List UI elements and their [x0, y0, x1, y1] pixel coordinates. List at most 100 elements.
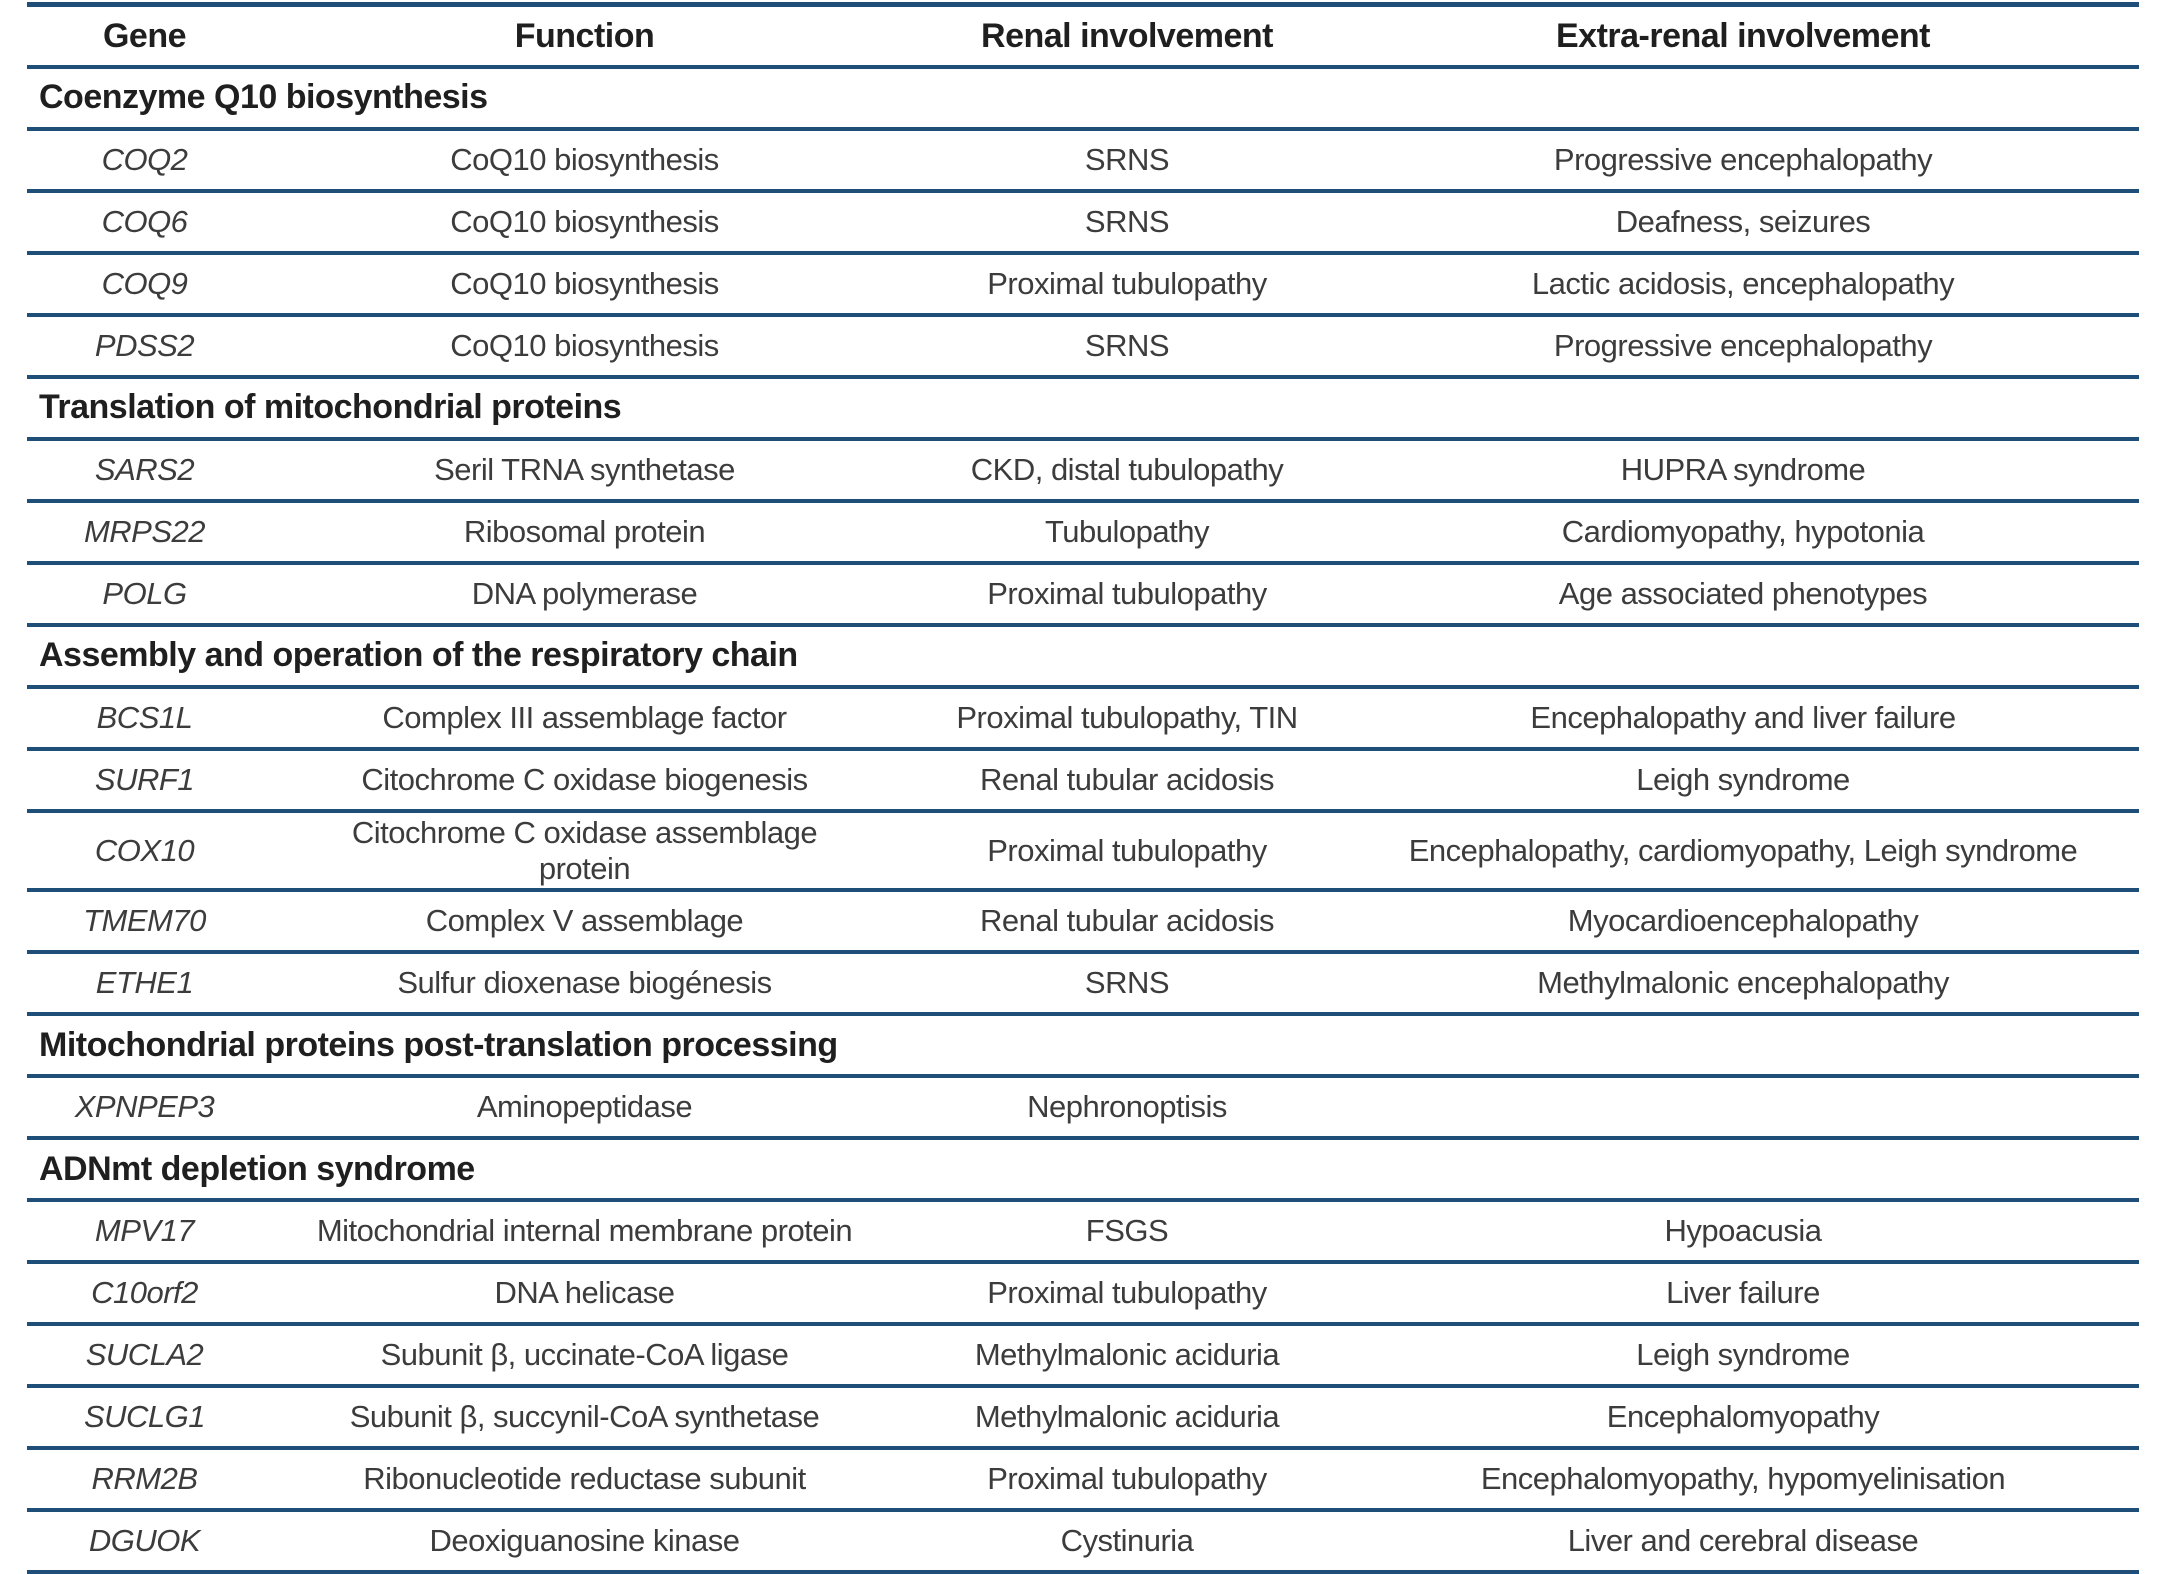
- function-cell: Aminopeptidase: [476, 1089, 693, 1125]
- function-cell: Ribonucleotide reductase subunit: [363, 1461, 806, 1497]
- table-row: XPNPEP3 Aminopeptidase Nephronoptisis: [27, 1076, 2139, 1139]
- renal-involvement-cell: SRNS: [1084, 328, 1170, 364]
- extra-renal-involvement-cell: [1347, 1076, 2139, 1138]
- section-row: Coenzyme Q10 biosynthesis: [27, 67, 2139, 129]
- extra-renal-involvement-cell: Cardiomyopathy, hypotonia: [1561, 514, 1925, 550]
- gene-cell: PDSS2: [94, 328, 195, 364]
- renal-involvement-cell: Proximal tubulopathy: [987, 832, 1267, 868]
- section-row: ADNmt depletion syndrome: [27, 1138, 2139, 1201]
- renal-involvement-cell: Proximal tubulopathy, TIN: [956, 700, 1298, 736]
- column-header-renal-involvement: Renal involvement: [981, 16, 1273, 55]
- gene-function-table: Gene Function Renal involvement Extra-re…: [27, 2, 2139, 1574]
- gene-cell: COQ2: [101, 142, 188, 178]
- renal-involvement-cell: SRNS: [1084, 965, 1170, 1001]
- column-header-extra-renal-involvement: Extra-renal involvement: [1556, 16, 1930, 55]
- function-cell: Citochrome C oxidase assemblage protein: [351, 815, 818, 886]
- function-cell: Complex III assemblage factor: [382, 700, 787, 736]
- section-title: Coenzyme Q10 biosynthesis: [39, 78, 488, 117]
- extra-renal-involvement-cell: Progressive encephalopathy: [1553, 328, 1933, 364]
- extra-renal-involvement-cell: Encephalomyopathy: [1606, 1399, 1880, 1435]
- table-row: COQ6 CoQ10 biosynthesis SRNS Deafness, seiz…: [27, 191, 2139, 253]
- table-row: COQ2 CoQ10 biosynthesis SRNS Progressive en…: [27, 129, 2139, 191]
- renal-involvement-cell: Proximal tubulopathy: [987, 266, 1267, 302]
- renal-involvement-cell: Renal tubular acidosis: [979, 903, 1275, 939]
- extra-renal-involvement-cell: Leigh syndrome: [1636, 1337, 1850, 1373]
- table-row: MRPS22 Ribosomal protein Tubulopathy Cardio…: [27, 501, 2139, 563]
- table-row: SUCLA2 Subunit β, uccinate-CoA ligase Meth…: [27, 1324, 2139, 1387]
- table-row: SURF1 Citochrome C oxidase biogenesis Rena…: [27, 749, 2139, 811]
- gene-cell: COQ9: [101, 266, 188, 302]
- extra-renal-involvement-cell: Leigh syndrome: [1636, 762, 1850, 798]
- function-cell: Subunit β, uccinate-CoA ligase: [380, 1337, 789, 1373]
- table-row: MPV17 Mitochondrial internal membrane pro…: [27, 1200, 2139, 1263]
- renal-involvement-cell: CKD, distal tubulopathy: [970, 452, 1284, 488]
- table-row: RRM2B Ribonucleotide reductase subunit Pro…: [27, 1448, 2139, 1511]
- table-row: SARS2 Seril TRNA synthetase CKD, distal tu…: [27, 439, 2139, 501]
- gene-cell: RRM2B: [91, 1461, 198, 1497]
- function-cell: Seril TRNA synthetase: [434, 452, 735, 488]
- function-cell: DNA polymerase: [471, 576, 698, 612]
- renal-involvement-cell: Cystinuria: [1060, 1523, 1194, 1559]
- extra-renal-involvement-cell: Progressive encephalopathy: [1553, 142, 1933, 178]
- function-cell: Citochrome C oxidase biogenesis: [361, 762, 808, 798]
- section-row: Mitochondrial proteins post-translation …: [27, 1014, 2139, 1077]
- gene-cell: SUCLG1: [83, 1399, 206, 1435]
- gene-cell: COX10: [94, 832, 195, 868]
- gene-cell: TMEM70: [83, 903, 206, 939]
- section-row: Translation of mitochondrial proteins: [27, 377, 2139, 439]
- gene-cell: C10orf2: [91, 1275, 198, 1311]
- gene-cell: DGUOK: [88, 1523, 201, 1559]
- extra-renal-involvement-cell: HUPRA syndrome: [1620, 452, 1866, 488]
- gene-cell: ETHE1: [95, 965, 194, 1001]
- renal-involvement-cell: SRNS: [1084, 142, 1170, 178]
- extra-renal-involvement-cell: Deafness, seizures: [1615, 204, 1871, 240]
- section-title: ADNmt depletion syndrome: [39, 1149, 475, 1188]
- section-title: Mitochondrial proteins post-translation …: [39, 1025, 838, 1064]
- gene-cell: COQ6: [101, 204, 188, 240]
- extra-renal-involvement-cell: Lactic acidosis, encephalopathy: [1531, 266, 1955, 302]
- extra-renal-involvement-cell: Methylmalonic encephalopathy: [1537, 965, 1949, 1001]
- renal-involvement-cell: Methylmalonic aciduria: [974, 1399, 1280, 1435]
- table-row: BCS1L Complex III assemblage factor Proxim…: [27, 687, 2139, 749]
- table-row: POLG DNA polymerase Proximal tubulopathy Ag…: [27, 563, 2139, 625]
- gene-cell: SARS2: [94, 452, 195, 488]
- renal-involvement-cell: Proximal tubulopathy: [987, 1461, 1267, 1497]
- extra-renal-involvement-cell: Myocardioencephalopathy: [1567, 903, 1919, 939]
- gene-cell: POLG: [102, 576, 187, 612]
- section-title: Assembly and operation of the respirator…: [39, 636, 798, 675]
- table-row: COX10 Citochrome C oxidase assemblage pro…: [27, 811, 2139, 891]
- extra-renal-involvement-cell: Encephalopathy and liver failure: [1530, 700, 1956, 736]
- gene-cell: BCS1L: [96, 700, 193, 736]
- extra-renal-involvement-cell: Hypoacusia: [1664, 1213, 1822, 1249]
- renal-involvement-cell: Proximal tubulopathy: [987, 1275, 1267, 1311]
- function-cell: Sulfur dioxenase biogénesis: [397, 965, 772, 1001]
- extra-renal-involvement-cell: Encephalomyopathy, hypomyelinisation: [1480, 1461, 2006, 1497]
- renal-involvement-cell: Nephronoptisis: [1027, 1089, 1227, 1125]
- column-header-gene: Gene: [102, 16, 187, 55]
- table-row: TMEM70 Complex V assemblage Renal tubular …: [27, 890, 2139, 953]
- function-cell: DNA helicase: [494, 1275, 675, 1311]
- extra-renal-involvement-cell: Liver and cerebral disease: [1567, 1523, 1919, 1559]
- table-row: ETHE1 Sulfur dioxenase biogénesis SRNS Meth…: [27, 952, 2139, 1015]
- function-cell: CoQ10 biosynthesis: [450, 142, 719, 178]
- table-row: DGUOK Deoxiguanosine kinase Cystinuria Live…: [27, 1510, 2139, 1573]
- renal-involvement-cell: SRNS: [1084, 204, 1170, 240]
- table-row: C10orf2 DNA helicase Proximal tubulopathy L…: [27, 1262, 2139, 1325]
- function-cell: Deoxiguanosine kinase: [429, 1523, 740, 1559]
- function-cell: Complex V assemblage: [425, 903, 744, 939]
- function-cell: Mitochondrial internal membrane protein: [316, 1213, 853, 1249]
- renal-involvement-cell: FSGS: [1085, 1213, 1169, 1249]
- gene-cell: MPV17: [94, 1213, 195, 1249]
- section-title: Translation of mitochondrial proteins: [39, 388, 622, 427]
- function-cell: Ribosomal protein: [463, 514, 706, 550]
- table-row: COQ9 CoQ10 biosynthesis Proximal tubulopat…: [27, 253, 2139, 315]
- gene-cell: MRPS22: [83, 514, 206, 550]
- column-header-function: Function: [514, 16, 655, 55]
- table-row: SUCLG1 Subunit β, succynil-CoA synthetase…: [27, 1386, 2139, 1449]
- extra-renal-involvement-cell: Encephalopathy, cardiomyopathy, Leigh sy…: [1408, 832, 2078, 868]
- gene-cell: XPNPEP3: [74, 1089, 215, 1125]
- extra-renal-involvement-cell: Liver failure: [1666, 1275, 1820, 1311]
- renal-involvement-cell: Tubulopathy: [1045, 514, 1209, 550]
- gene-cell: SUCLA2: [85, 1337, 204, 1373]
- renal-involvement-cell: Proximal tubulopathy: [987, 576, 1267, 612]
